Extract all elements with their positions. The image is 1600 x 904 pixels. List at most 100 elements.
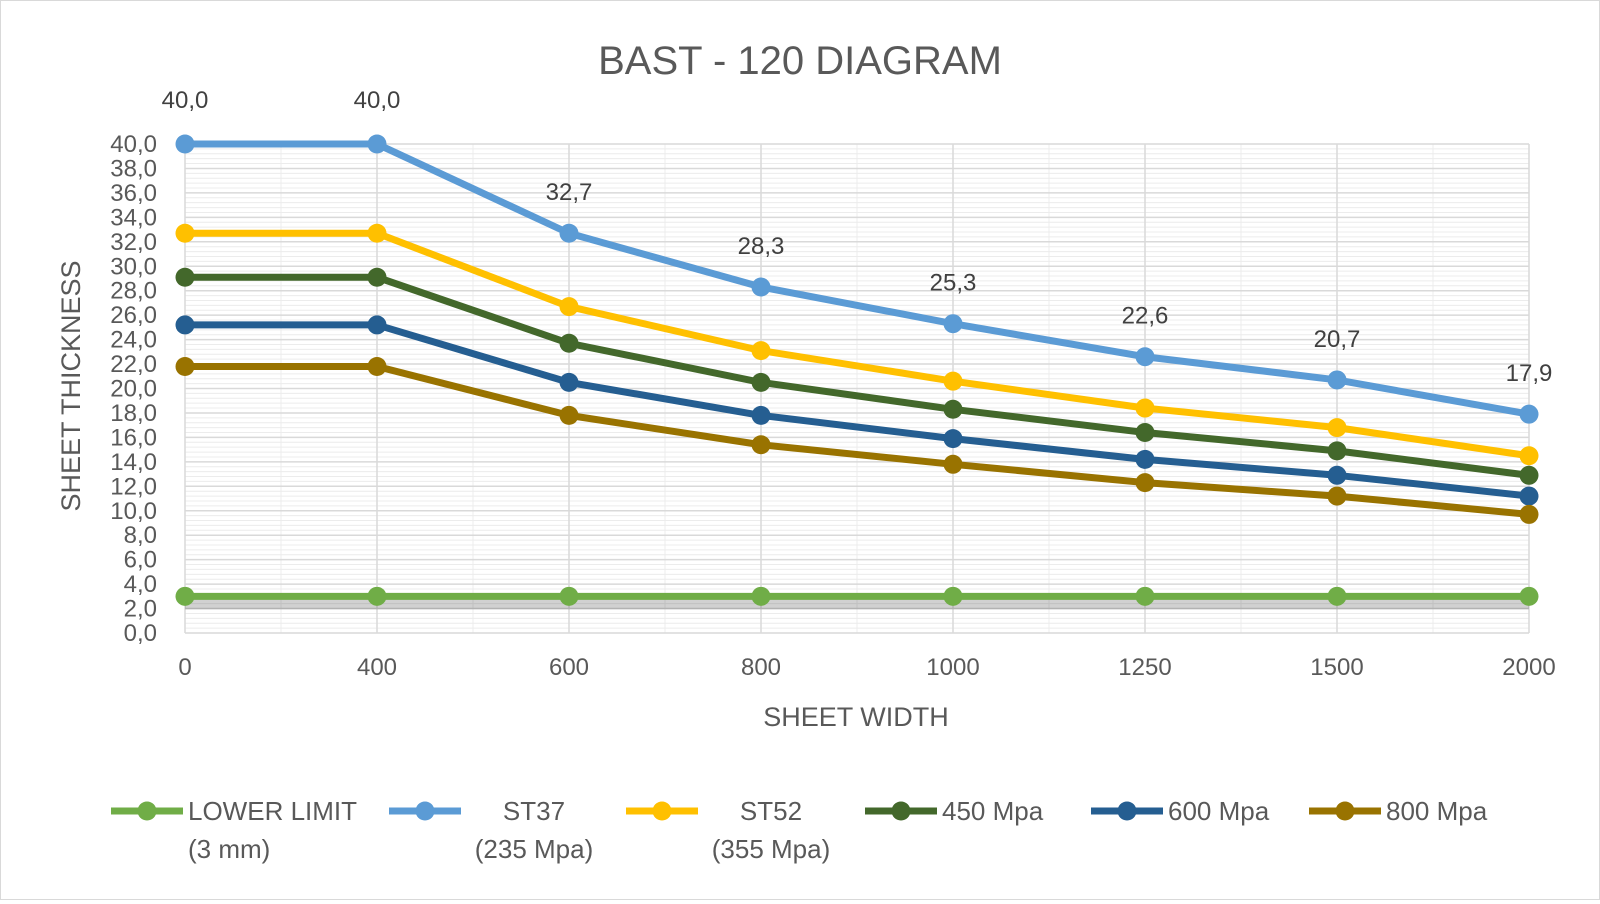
- y-tick-label: 6,0: [124, 547, 157, 574]
- y-tick-label: 8,0: [124, 522, 157, 549]
- series-4: [175, 315, 1539, 506]
- y-tick-label: 38,0: [110, 155, 157, 182]
- y-tick-label: 12,0: [110, 473, 157, 500]
- data-point: [943, 314, 963, 334]
- data-labels: 40,0 40,0 32,7 28,3 25,3 22,6 20,7 17,9: [162, 87, 1553, 387]
- data-point: [367, 586, 387, 606]
- series-2: [175, 223, 1539, 466]
- data-point: [367, 134, 387, 154]
- data-label: 40,0: [354, 87, 401, 114]
- legend-label: 800 Mpa: [1386, 796, 1488, 826]
- legend-item: ST37 (235 Mpa): [389, 796, 593, 864]
- y-tick-label: 0,0: [124, 620, 157, 647]
- data-point: [175, 267, 195, 287]
- series-3: [175, 267, 1539, 485]
- data-point: [943, 371, 963, 391]
- data-label: 28,3: [738, 233, 785, 260]
- data-point: [1327, 370, 1347, 390]
- data-point: [175, 223, 195, 243]
- legend-label: (235 Mpa): [475, 834, 594, 864]
- legend: LOWER LIMIT (3 mm) ST37 (235 Mpa) ST52 (355 M…: [111, 796, 1488, 864]
- x-axis-title: SHEET WIDTH: [763, 702, 949, 732]
- y-axis-title: SHEET THICKNESS: [56, 260, 86, 511]
- data-point: [1135, 449, 1155, 469]
- x-tick-label: 0: [178, 654, 191, 681]
- series-group: [175, 134, 1539, 610]
- legend-item: ST52 (355 Mpa): [626, 796, 830, 864]
- legend-swatch-marker: [891, 801, 911, 821]
- data-point: [559, 405, 579, 425]
- data-point: [751, 435, 771, 455]
- y-tick-label: 26,0: [110, 302, 157, 329]
- legend-label: 450 Mpa: [942, 796, 1044, 826]
- legend-swatch-marker: [415, 801, 435, 821]
- x-tick-label: 400: [357, 654, 397, 681]
- data-point: [1519, 586, 1539, 606]
- y-tick-label: 34,0: [110, 204, 157, 231]
- legend-swatch-marker: [652, 801, 672, 821]
- data-point: [943, 399, 963, 419]
- series-line: [185, 273, 1530, 479]
- data-point: [175, 134, 195, 154]
- data-label: 22,6: [1122, 303, 1169, 330]
- data-point: [943, 586, 963, 606]
- data-point: [1519, 404, 1539, 424]
- data-point: [1135, 423, 1155, 443]
- data-point: [1519, 504, 1539, 524]
- data-point: [1135, 586, 1155, 606]
- data-point: [1327, 441, 1347, 461]
- data-point: [367, 356, 387, 376]
- y-tick-label: 36,0: [110, 180, 157, 207]
- x-tick-label: 600: [549, 654, 589, 681]
- data-point: [1135, 347, 1155, 367]
- data-label: 25,3: [930, 270, 977, 297]
- y-tick-label: 2,0: [124, 596, 157, 623]
- x-tick-label: 1000: [926, 654, 979, 681]
- legend-swatch-marker: [1335, 801, 1355, 821]
- legend-item: 800 Mpa: [1309, 796, 1488, 826]
- data-point: [1519, 465, 1539, 485]
- data-point: [943, 429, 963, 449]
- legend-swatch-marker: [137, 801, 157, 821]
- series-5: [175, 356, 1539, 524]
- data-point: [175, 315, 195, 335]
- y-tick-label: 14,0: [110, 449, 157, 476]
- y-tick-label: 24,0: [110, 327, 157, 354]
- legend-swatch-marker: [1117, 801, 1137, 821]
- data-point: [751, 405, 771, 425]
- data-point: [751, 277, 771, 297]
- y-tick-label: 16,0: [110, 424, 157, 451]
- x-tick-label: 1250: [1118, 654, 1171, 681]
- data-point: [559, 223, 579, 243]
- y-tick-label: 40,0: [110, 131, 157, 158]
- data-point: [1519, 446, 1539, 466]
- data-point: [559, 372, 579, 392]
- data-label: 32,7: [546, 179, 593, 206]
- y-tick-label: 28,0: [110, 278, 157, 305]
- grid-lines: [184, 143, 1530, 634]
- data-point: [1327, 586, 1347, 606]
- series-line: [185, 229, 1530, 460]
- y-tick-label: 4,0: [124, 571, 157, 598]
- x-tick-label: 800: [741, 654, 781, 681]
- y-axis-ticks: 0,02,04,06,08,010,012,014,016,018,020,02…: [110, 131, 157, 647]
- data-point: [175, 586, 195, 606]
- series-line: [185, 321, 1530, 500]
- x-axis-ticks: 0 400 600 800 1000 1250 1500 2000: [178, 654, 1555, 681]
- data-point: [559, 297, 579, 317]
- data-point: [559, 333, 579, 353]
- legend-label: 600 Mpa: [1168, 796, 1270, 826]
- data-point: [175, 356, 195, 376]
- chart-title: BAST - 120 DIAGRAM: [598, 39, 1002, 83]
- legend-item: 600 Mpa: [1091, 796, 1270, 826]
- data-point: [559, 586, 579, 606]
- data-point: [1519, 486, 1539, 506]
- data-point: [1327, 486, 1347, 506]
- x-tick-label: 1500: [1310, 654, 1363, 681]
- legend-item: LOWER LIMIT (3 mm): [111, 796, 357, 864]
- legend-label: LOWER LIMIT: [188, 796, 357, 826]
- data-point: [367, 223, 387, 243]
- data-point: [1135, 398, 1155, 418]
